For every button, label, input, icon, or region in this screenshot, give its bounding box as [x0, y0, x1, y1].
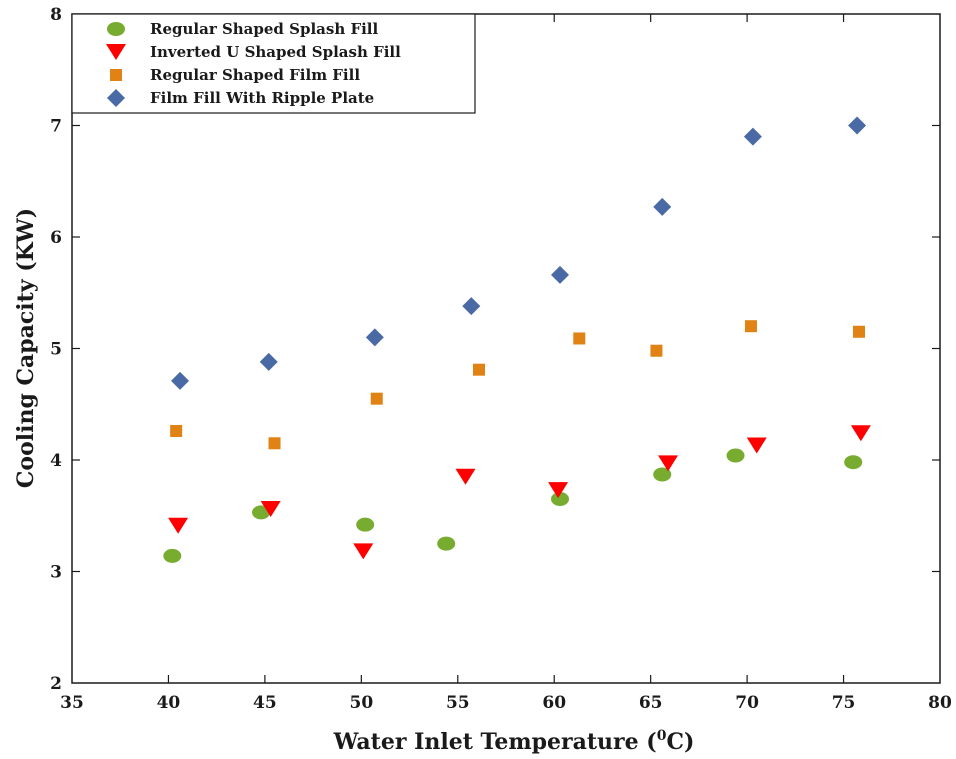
- data-point: [548, 482, 569, 499]
- y-tick-label: 2: [50, 674, 62, 694]
- data-point: [472, 363, 485, 376]
- data-point: [259, 352, 278, 371]
- data-markers: [163, 116, 871, 563]
- data-point: [353, 543, 374, 560]
- data-point: [462, 297, 481, 316]
- data-point: [744, 320, 757, 333]
- data-point: [268, 437, 281, 450]
- data-point: [573, 332, 586, 345]
- x-tick-label: 60: [542, 693, 566, 713]
- y-tick-label: 3: [50, 563, 62, 583]
- data-point: [365, 328, 384, 347]
- legend-box: [71, 13, 476, 114]
- data-point: [852, 325, 865, 338]
- x-axis-title: Water Inlet Temperature (0C): [333, 728, 695, 755]
- data-point: [260, 501, 281, 518]
- data-point: [848, 116, 867, 135]
- y-tick-label: 4: [50, 451, 62, 471]
- legend-label: Regular Shaped Film Fill: [150, 66, 360, 84]
- x-tick-label: 65: [639, 693, 663, 713]
- data-point: [370, 392, 383, 405]
- data-point: [171, 371, 190, 390]
- data-point: [437, 536, 456, 551]
- data-point: [170, 425, 183, 438]
- data-point: [658, 455, 679, 472]
- data-point: [551, 492, 570, 507]
- legend: Regular Shaped Splash Fill Inverted U Sha…: [71, 13, 476, 114]
- legend-marker: [107, 89, 125, 107]
- plot-area: [71, 13, 941, 684]
- y-axis-title: Cooling Capacity (KW): [13, 208, 39, 488]
- data-point: [252, 505, 271, 520]
- x-tick-label: 45: [253, 693, 277, 713]
- data-point: [163, 548, 182, 563]
- legend-label: Inverted U Shaped Splash Fill: [150, 43, 401, 61]
- legend-items: Regular Shaped Splash Fill Inverted U Sha…: [106, 20, 401, 107]
- data-point: [168, 517, 189, 534]
- legend-marker: [107, 22, 125, 36]
- x-tick-label: 75: [832, 693, 856, 713]
- data-point: [650, 344, 663, 357]
- x-tick-label: 50: [349, 693, 373, 713]
- x-tick-label: 35: [60, 693, 84, 713]
- data-point: [455, 468, 476, 485]
- data-point: [356, 517, 375, 532]
- legend-label: Regular Shaped Splash Fill: [150, 20, 379, 38]
- legend-marker: [110, 69, 122, 81]
- y-tick-label: 8: [50, 5, 62, 25]
- x-tick-label: 55: [446, 693, 470, 713]
- x-tick-label: 70: [735, 693, 759, 713]
- data-point: [653, 467, 672, 482]
- data-point: [653, 197, 672, 216]
- y-tick-label: 5: [50, 340, 62, 360]
- x-tick-label: 40: [157, 693, 181, 713]
- y-tick-label: 6: [50, 228, 62, 248]
- y-tick-label: 7: [50, 117, 62, 137]
- legend-marker: [106, 44, 126, 60]
- legend-label: Film Fill With Ripple Plate: [150, 89, 374, 107]
- data-point: [746, 437, 767, 454]
- data-point: [726, 448, 745, 463]
- data-point: [844, 455, 863, 470]
- x-tick-label: 80: [928, 693, 952, 713]
- data-point: [850, 425, 871, 442]
- data-point: [551, 265, 570, 284]
- data-point: [743, 127, 762, 146]
